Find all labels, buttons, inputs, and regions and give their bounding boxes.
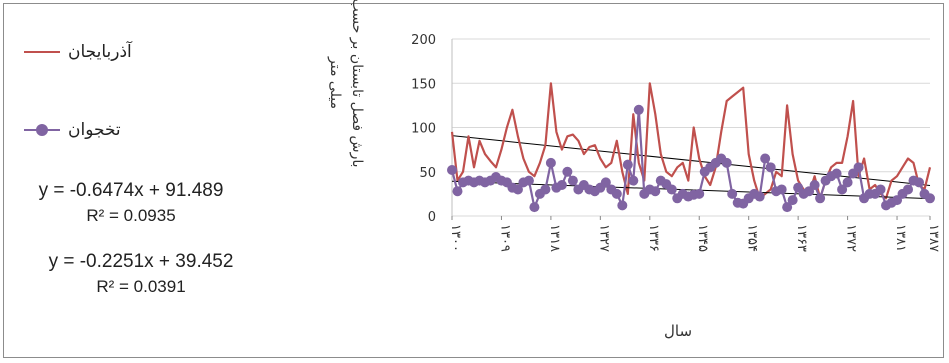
x-tick-labels: ۱۳۰۰ ۱۳۰۹ ۱۳۱۸ ۱۳۲۷ ۱۳۳۶ ۱۳۴۵ ۱۳۵۴ ۱۳۶۳ ۱۳۷۲ ۱۳۸۱… [448,216,941,252]
series-lines [450,82,932,209]
chart-frame: آذربایجان تخجوان y = -0.6474x + 91.489 R… [3,0,944,358]
data-point-nakhchivan-15 [529,202,540,213]
data-point-nakhchivan-60 [776,184,787,195]
x-tick-81: ۱۳۸۱ [893,224,908,252]
data-point-nakhchivan-20 [556,180,567,191]
legend-marker-nakhchivan [36,124,48,136]
data-point-nakhchivan-78 [875,184,886,195]
x-tick-18: ۱۳۱۸ [547,224,562,252]
x-tick-63: ۱۳۶۳ [794,224,809,252]
plot-area: 0 50 100 150 200 ۱۳۰۰ ۱۳۰۹ ۱۳۱۸ ۱۳۲۷ ۱۳۳۶ ۱۳۴۵ ۱۳۵… [411,33,941,252]
x-axis-label: سال [664,322,693,340]
data-point-nakhchivan-30 [611,188,622,199]
x-tick-87: ۱۳۸۷ [926,224,941,252]
data-point-nakhchivan-37 [650,186,661,197]
legend-label-azarbaijan: آذربایجان [68,42,132,62]
series-markers [447,104,935,213]
data-point-nakhchivan-57 [760,153,771,164]
data-point-nakhchivan-33 [628,175,639,186]
data-point-nakhchivan-58 [765,162,776,173]
y-tick-100: 100 [411,122,436,137]
y-tick-200: 200 [411,33,436,48]
data-point-nakhchivan-70 [831,168,842,179]
data-point-nakhchivan-28 [600,177,611,188]
x-tick-0: ۱۳۰۰ [448,224,463,252]
x-tick-9: ۱۳۰۹ [497,224,512,252]
y-tick-150: 150 [411,77,436,92]
data-point-nakhchivan-74 [853,162,864,173]
data-point-nakhchivan-61 [782,202,793,213]
x-tick-72: ۱۳۷۲ [844,224,859,252]
data-point-nakhchivan-66 [809,180,820,191]
x-tick-45: ۱۳۴۵ [695,224,710,252]
y-tick-0: 0 [428,210,436,225]
data-point-nakhchivan-40 [666,184,677,195]
data-point-nakhchivan-85 [914,177,925,188]
y-tick-50: 50 [419,166,436,181]
data-point-nakhchivan-12 [512,184,523,195]
data-point-nakhchivan-56 [754,191,765,202]
data-point-nakhchivan-34 [633,104,644,115]
trend-equation-1: y = -0.6474x + 91.489 R² = 0.0935 [16,180,246,226]
data-point-nakhchivan-45 [694,188,705,199]
x-tick-27: ۱۳۲۷ [596,224,611,252]
data-point-nakhchivan-0 [447,164,457,175]
data-point-nakhchivan-50 [721,157,732,168]
data-point-nakhchivan-83 [903,184,914,195]
trend-equation-2: y = -0.2251x + 39.452 R² = 0.0391 [26,251,256,297]
data-point-nakhchivan-1 [452,186,463,197]
x-tick-36: ۱۳۳۶ [646,224,661,252]
data-point-nakhchivan-62 [787,195,798,206]
data-point-nakhchivan-31 [617,200,628,211]
legend-line-azarbaijan [24,51,60,53]
data-point-nakhchivan-72 [842,177,853,188]
y-tick-labels: 0 50 100 150 200 [411,33,436,225]
data-point-nakhchivan-22 [567,175,578,186]
data-point-nakhchivan-14 [523,175,534,186]
legend-item-nakhchivan: تخجوان [24,118,121,142]
trend-equation-2-line: y = -0.2251x + 39.452 [48,251,234,272]
data-point-nakhchivan-17 [540,184,551,195]
legend-item-azarbaijan: آذربایجان [24,40,132,64]
x-tick-54: ۱۳۵۴ [745,224,760,252]
data-point-nakhchivan-18 [545,157,556,168]
trend-equation-2-r2: R² = 0.0391 [96,277,186,296]
trend-equation-1-line: y = -0.6474x + 91.489 [38,180,224,201]
data-point-nakhchivan-87 [925,193,935,204]
series-line-1 [450,82,932,200]
gridlines [451,38,930,217]
data-point-nakhchivan-51 [727,188,738,199]
data-point-nakhchivan-67 [815,193,826,204]
data-point-nakhchivan-71 [837,184,848,195]
data-point-nakhchivan-32 [622,159,633,170]
trend-equation-1-r2: R² = 0.0935 [86,206,176,225]
legend-line-nakhchivan [24,124,60,136]
legend-label-nakhchivan: تخجوان [68,120,121,140]
data-point-nakhchivan-21 [562,166,573,177]
